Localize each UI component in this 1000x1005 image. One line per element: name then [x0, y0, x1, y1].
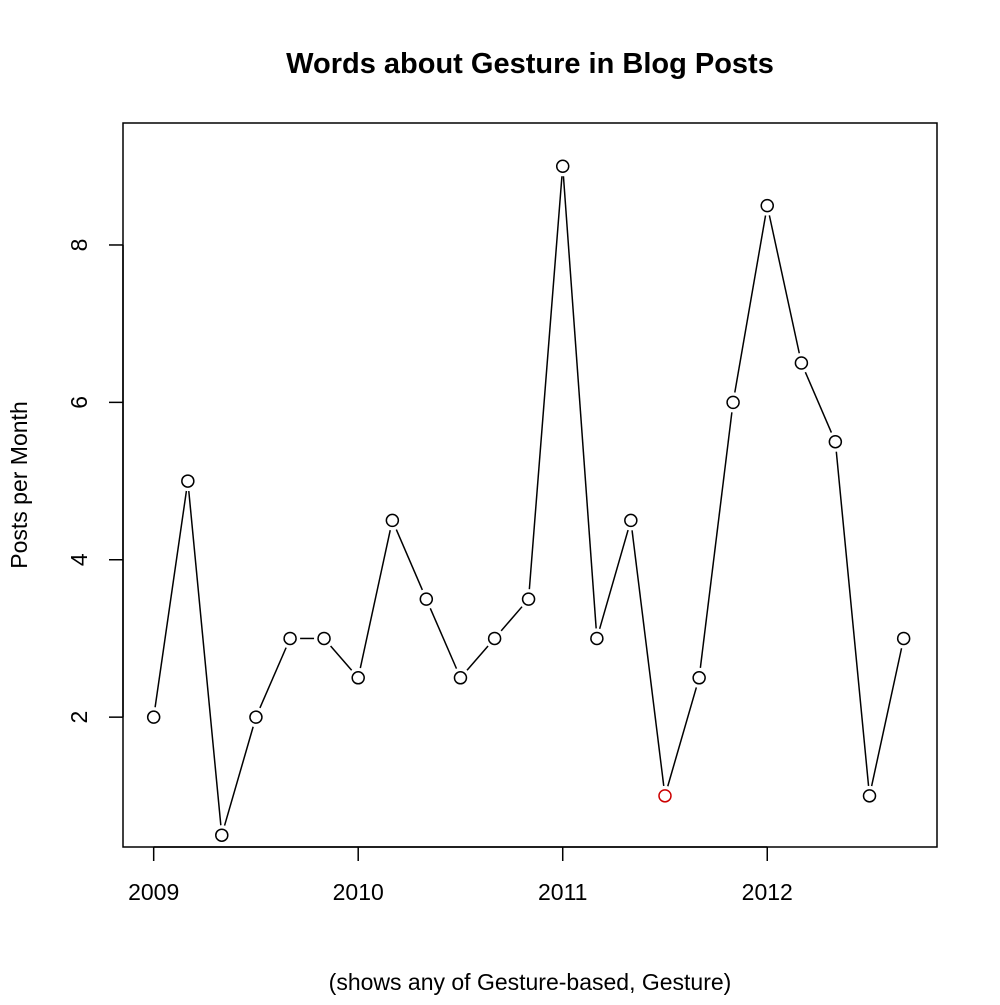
x-tick-label: 2011	[538, 879, 587, 905]
series-segment	[631, 530, 665, 787]
data-point	[419, 592, 434, 606]
x-tick-label: 2012	[742, 879, 793, 905]
y-tick-label: 8	[66, 239, 92, 252]
data-point	[385, 513, 400, 528]
series-lines	[154, 176, 903, 826]
series-segment	[330, 645, 353, 671]
data-point	[794, 356, 809, 370]
data-point	[146, 710, 161, 724]
series-segment	[667, 687, 698, 787]
highlight-point	[658, 789, 672, 803]
data-point	[624, 513, 638, 528]
x-axis: 2009 2010 2011 2012	[128, 846, 793, 905]
y-axis-label: Posts per Month	[6, 401, 32, 568]
data-point	[453, 671, 468, 685]
y-tick-label: 6	[66, 396, 92, 409]
data-point	[351, 671, 365, 685]
series-segment	[804, 371, 833, 433]
series-segment	[154, 490, 188, 708]
series-segment	[768, 215, 801, 354]
series-segment	[500, 606, 523, 632]
series-segment	[835, 451, 870, 786]
chart-title: Words about Gesture in Blog Posts	[286, 48, 774, 80]
series-points	[146, 159, 911, 842]
series-segment	[359, 530, 391, 669]
data-point	[215, 828, 229, 842]
data-point	[590, 631, 604, 646]
series-segment	[259, 647, 287, 709]
series-segment	[528, 176, 563, 590]
x-tick-label: 2009	[128, 879, 179, 905]
data-point	[828, 434, 843, 449]
series-segment	[734, 215, 767, 393]
series-segment	[223, 726, 254, 826]
y-tick-label: 2	[66, 711, 92, 724]
series-segment	[562, 176, 597, 629]
data-point	[760, 198, 774, 213]
x-tick-label: 2010	[333, 879, 384, 905]
series-segment	[870, 648, 903, 787]
data-point	[896, 631, 911, 646]
series-segment	[429, 607, 458, 669]
series-segment	[466, 645, 489, 671]
data-point	[555, 159, 570, 174]
data-point	[862, 789, 877, 803]
series-segment	[188, 490, 222, 826]
data-point	[487, 631, 502, 646]
data-point	[181, 474, 195, 488]
data-point	[692, 671, 706, 685]
data-point	[283, 631, 297, 646]
series-segment	[699, 412, 733, 668]
series-segment	[598, 529, 629, 630]
data-point	[521, 592, 536, 606]
y-tick-label: 4	[66, 553, 92, 566]
x-axis-label: (shows any of Gesture-based, Gesture)	[329, 969, 732, 995]
y-axis: 2 4 6 8	[66, 239, 124, 724]
data-point	[249, 710, 263, 724]
series-segment	[395, 529, 424, 591]
data-point	[726, 395, 740, 410]
data-point	[317, 631, 331, 646]
